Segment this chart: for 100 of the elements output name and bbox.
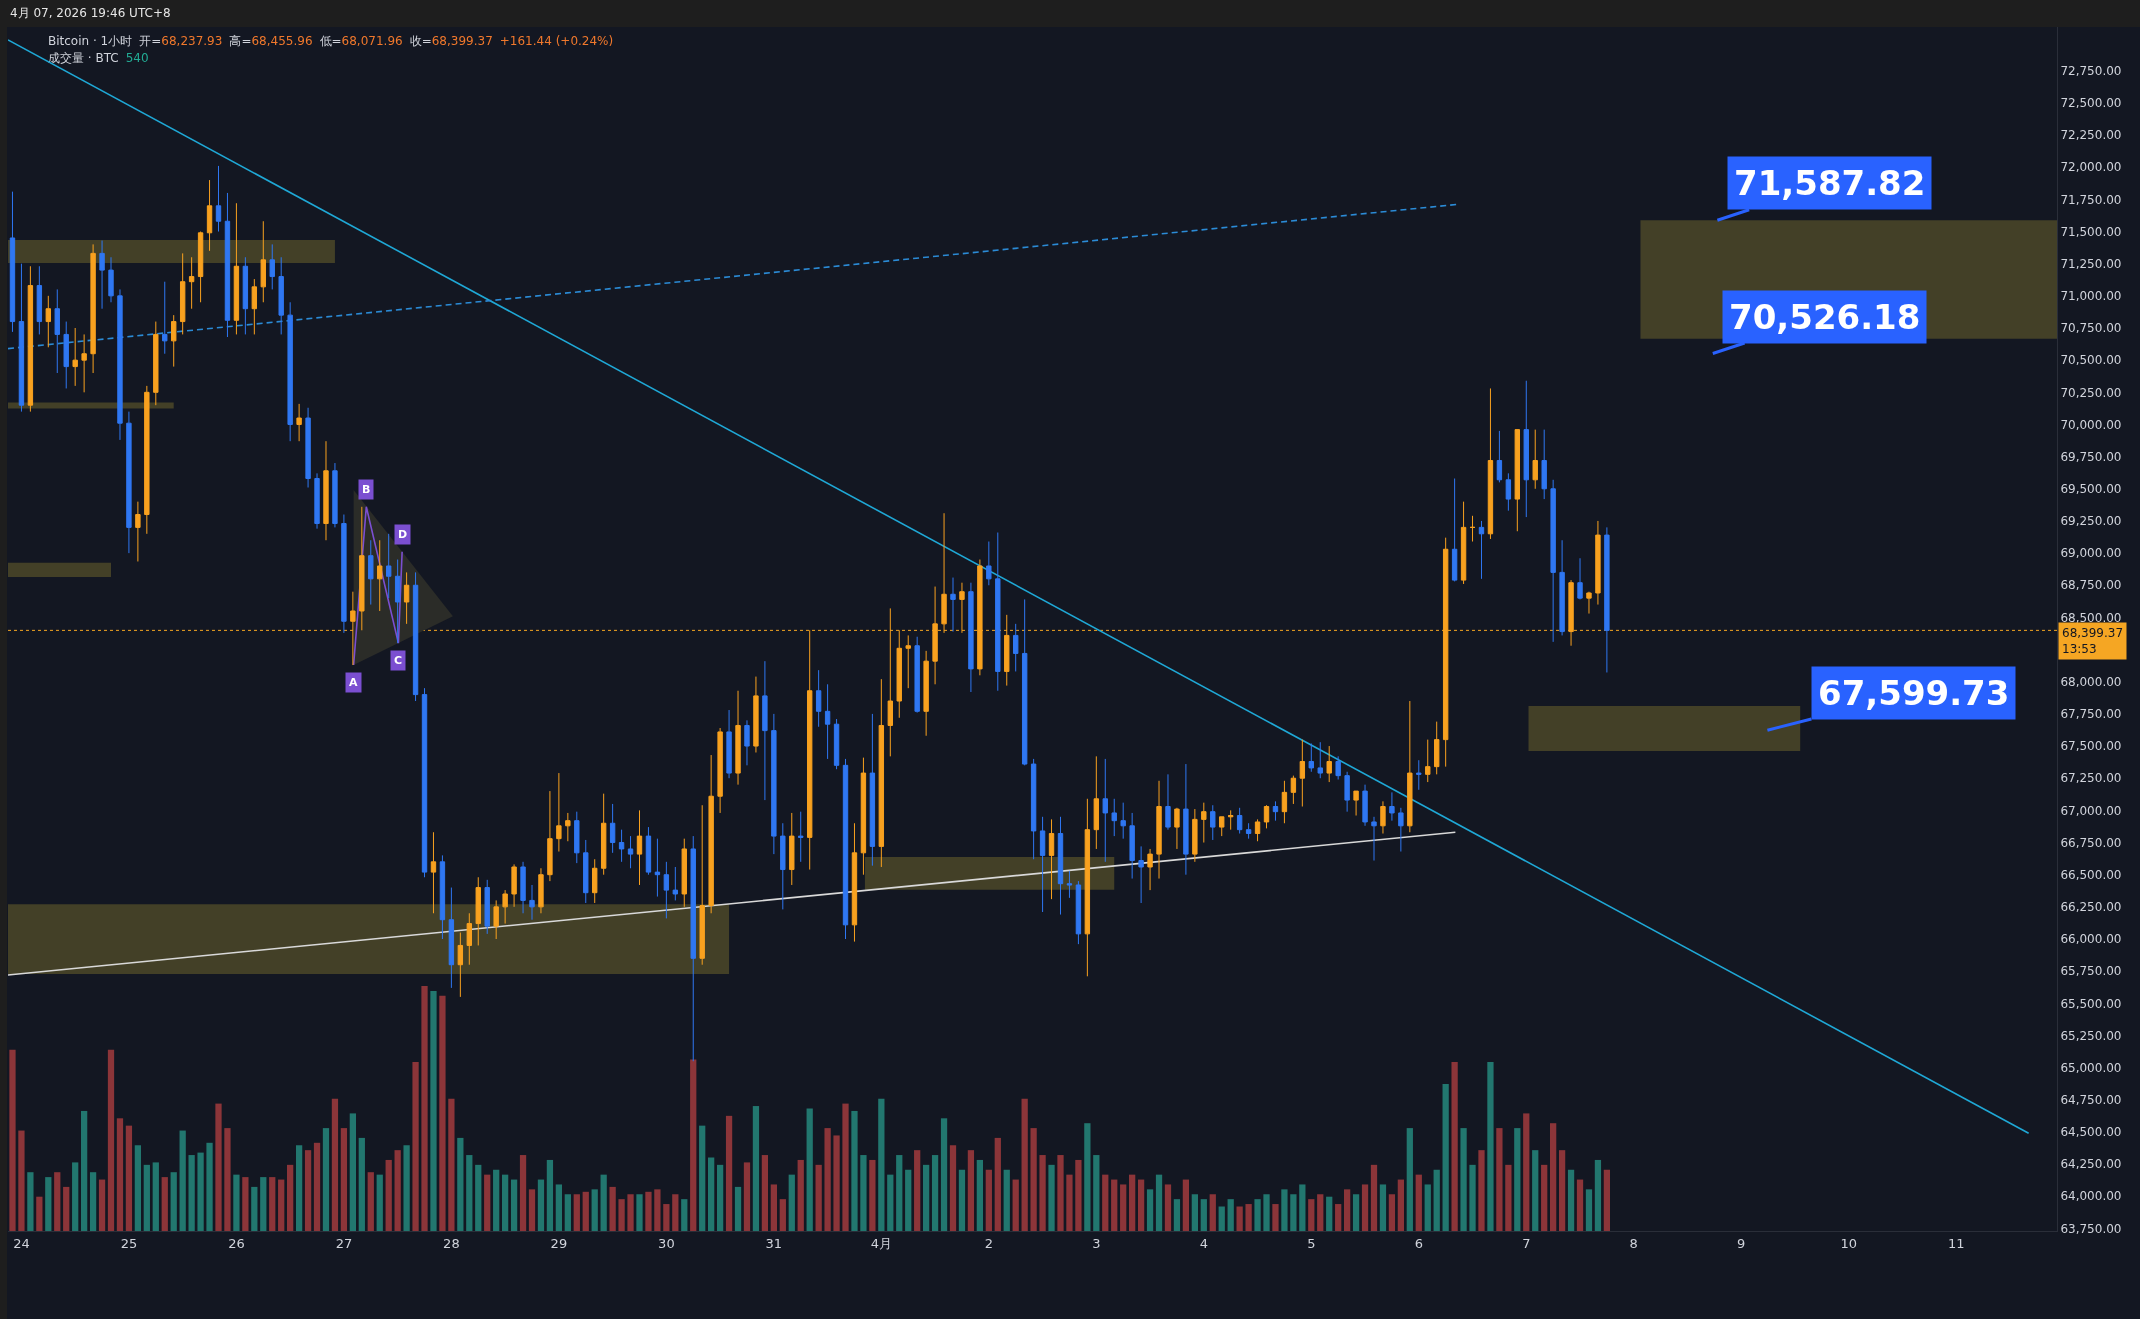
bar: [1433, 1169, 1440, 1231]
bar: [107, 1049, 115, 1231]
candlestick: [1021, 598, 1028, 766]
candlestick: [1066, 870, 1073, 899]
bar: [1075, 1159, 1082, 1231]
bar: [63, 1186, 70, 1231]
bar: [914, 1150, 921, 1231]
chart-title: 成交量 · BTC: [48, 51, 119, 65]
bar: [645, 1191, 652, 1231]
bar: [1397, 1179, 1405, 1231]
candlestick: [1030, 758, 1037, 860]
bar: [385, 1159, 392, 1231]
candlestick: [771, 713, 777, 855]
bar: [331, 1098, 339, 1231]
bar: [215, 1103, 222, 1231]
bar: [878, 1098, 885, 1231]
candlestick: [842, 758, 849, 940]
candlestick: [1263, 804, 1270, 829]
bar: [788, 1174, 795, 1231]
data-label: C: [394, 654, 403, 667]
candlestick: [18, 263, 25, 413]
bar: [349, 1113, 356, 1231]
bar: [1514, 1128, 1521, 1231]
y-tick-label: 67,500.00: [2060, 739, 2122, 754]
bar: [824, 1128, 831, 1231]
candlestick: [681, 838, 687, 908]
y-tick-label: 66,250.00: [2060, 900, 2122, 915]
y-tick-label: 72,750.00: [2060, 63, 2122, 78]
candlestick: [197, 231, 204, 303]
bar: [1576, 1179, 1584, 1231]
bar: [421, 986, 428, 1231]
candlestick: [1425, 739, 1431, 783]
y-tick-label: 69,750.00: [2060, 449, 2122, 464]
bar: [976, 1159, 984, 1231]
data-label: B: [362, 483, 371, 496]
bar: [1308, 1199, 1315, 1231]
y-tick-label: 66,500.00: [2060, 867, 2122, 882]
annotation: 高=68,455.96: [229, 34, 313, 48]
bar: [528, 1189, 536, 1231]
bar: [358, 1137, 365, 1231]
candlestick: [1407, 700, 1413, 833]
bar: [224, 1128, 231, 1231]
bar: [815, 1164, 822, 1231]
bar: [170, 1172, 177, 1231]
bar: [1191, 1194, 1198, 1231]
candlestick: [744, 719, 750, 766]
bar: [1021, 1098, 1028, 1231]
candlestick: [502, 889, 508, 925]
candlestick: [403, 571, 410, 625]
bar: [403, 1145, 410, 1231]
candlestick: [1550, 479, 1556, 643]
candlestick: [851, 822, 858, 943]
bar: [1442, 1084, 1449, 1231]
bar: [1245, 1204, 1252, 1231]
x-tick-label: 2: [984, 1235, 993, 1251]
bar: [304, 1150, 312, 1231]
bar: [1594, 1159, 1602, 1231]
bar: [27, 1172, 34, 1231]
bar: [1478, 1150, 1485, 1231]
candlestick: [188, 256, 195, 310]
bar: [967, 1150, 975, 1231]
text: Bitcoin · 1小时: [48, 34, 133, 48]
bar: [985, 1169, 992, 1231]
bar: [1102, 1174, 1109, 1231]
candlestick: [296, 403, 302, 442]
candlestick: [215, 165, 222, 233]
y-tick-label: 72,500.00: [2060, 96, 2122, 111]
bar: [1424, 1184, 1431, 1231]
y-tick-label: 72,250.00: [2060, 128, 2122, 143]
candlestick: [627, 835, 634, 869]
x-tick-label: 30: [658, 1235, 675, 1251]
bar: [725, 1115, 733, 1231]
bar: [1200, 1199, 1207, 1231]
bar: [672, 1194, 679, 1231]
candlestick: [905, 634, 911, 689]
y-tick-label: 65,250.00: [2060, 1028, 2122, 1043]
candlestick: [1380, 800, 1386, 835]
bar: [537, 1179, 545, 1231]
candlestick: [950, 577, 956, 633]
candlestick: [923, 650, 929, 737]
candlestick: [1048, 818, 1055, 900]
bar: [466, 1155, 473, 1231]
bar: [1388, 1194, 1396, 1231]
candlestick: [430, 831, 437, 914]
candlestick: [1299, 739, 1306, 808]
y-tick-label: 69,250.00: [2060, 514, 2122, 529]
candlestick: [341, 514, 347, 634]
bar: [716, 1164, 724, 1231]
annotation: 71,587.82: [1734, 163, 1926, 203]
candlestick: [878, 678, 885, 868]
bar: [188, 1155, 195, 1231]
candlestick: [126, 411, 132, 554]
annotation: 540: [125, 51, 149, 65]
candlestick: [63, 321, 69, 389]
candlestick: [1514, 429, 1521, 532]
candlestick: [153, 321, 159, 406]
x-tick-label: 24: [13, 1235, 30, 1251]
candlestick: [1344, 771, 1350, 813]
candlestick: [1192, 808, 1198, 863]
bar: [600, 1174, 607, 1231]
